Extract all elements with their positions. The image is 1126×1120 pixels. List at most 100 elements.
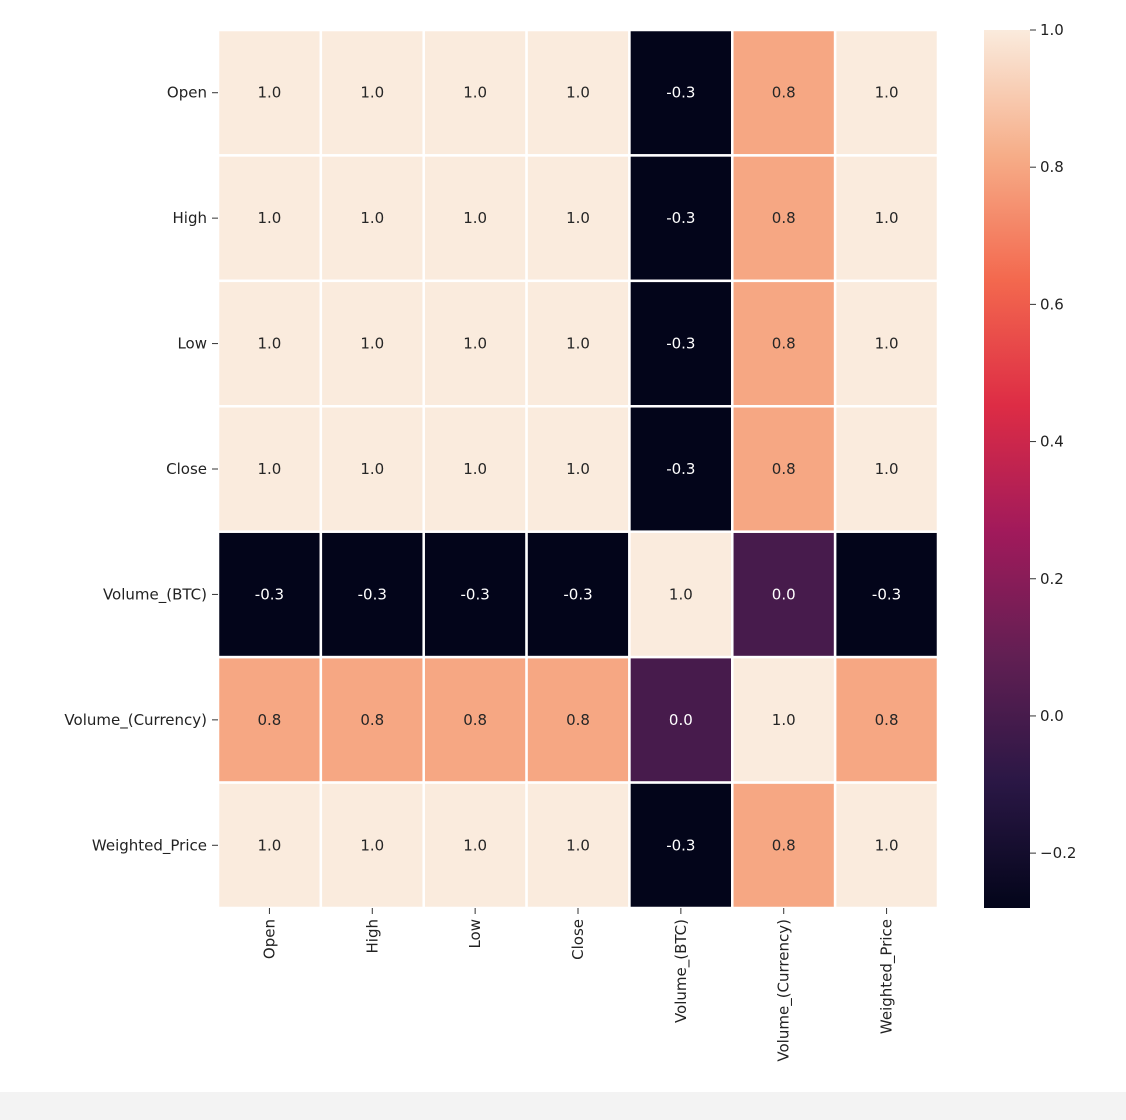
heatmap-cell xyxy=(525,655,631,784)
cell-annotation: 1.0 xyxy=(875,836,899,854)
cell-annotation: 1.0 xyxy=(463,84,487,102)
cell-annotation: 1.0 xyxy=(875,209,899,227)
cell-annotation: 0.0 xyxy=(772,585,796,603)
heatmap-cell xyxy=(833,154,940,283)
cell-annotation: 0.8 xyxy=(360,711,384,729)
heatmap-cell xyxy=(525,279,631,408)
heatmap-cell xyxy=(216,655,323,784)
cell-annotation: 1.0 xyxy=(257,836,281,854)
cell-annotation: -0.3 xyxy=(461,585,490,603)
heatmap-cell xyxy=(422,279,528,408)
heatmap-cell xyxy=(833,279,940,408)
cell-annotation: 0.8 xyxy=(257,711,281,729)
heatmap-cell xyxy=(731,405,837,533)
cell-annotation: 0.8 xyxy=(772,84,796,102)
y-tick-label: Weighted_Price xyxy=(92,836,207,855)
heatmap-cell xyxy=(422,154,528,283)
heatmap-cell xyxy=(216,781,323,910)
heatmap-cell xyxy=(833,781,940,910)
colorbar-tick-label: 0.4 xyxy=(1040,433,1064,451)
x-tick-label: Close xyxy=(569,919,587,960)
cell-annotation: 1.0 xyxy=(463,836,487,854)
y-tick-label: Volume_(Currency) xyxy=(64,711,207,730)
cell-annotation: 1.0 xyxy=(463,460,487,478)
heatmap-cell xyxy=(216,405,323,533)
cell-annotation: 1.0 xyxy=(875,460,899,478)
cell-annotation: -0.3 xyxy=(255,585,284,603)
cell-annotation: 0.8 xyxy=(566,711,590,729)
y-tick-label: Close xyxy=(166,460,207,478)
cell-annotation: 1.0 xyxy=(566,209,590,227)
cell-annotation: 1.0 xyxy=(566,84,590,102)
heatmap-cell xyxy=(422,530,528,659)
x-tick-label: Weighted_Price xyxy=(878,919,897,1034)
cell-annotation: 0.8 xyxy=(875,711,899,729)
bottom-band xyxy=(0,1092,1126,1120)
y-tick-label: Open xyxy=(167,84,207,102)
colorbar-tick-label: 0.2 xyxy=(1040,570,1064,588)
cell-annotation: 1.0 xyxy=(257,460,281,478)
colorbar: 1.0 0.8 0.6 0.4 0.2 0.0 −0.2 xyxy=(984,21,1076,908)
cell-annotation: 1.0 xyxy=(360,335,384,353)
heatmap-cell xyxy=(833,655,940,784)
cell-annotation: 0.8 xyxy=(772,460,796,478)
cell-annotation: 1.0 xyxy=(257,209,281,227)
heatmap-cell xyxy=(319,279,425,408)
cell-annotation: 1.0 xyxy=(875,335,899,353)
colorbar-tick-label: −0.2 xyxy=(1040,844,1076,862)
heatmap-cells xyxy=(216,28,940,910)
cell-annotation: 1.0 xyxy=(360,84,384,102)
heatmap-cell xyxy=(319,28,425,157)
cell-annotation: 1.0 xyxy=(360,209,384,227)
cell-annotation: 1.0 xyxy=(257,335,281,353)
x-tick-label: Volume_(Currency) xyxy=(775,919,794,1062)
cell-annotation: 0.0 xyxy=(669,711,693,729)
cell-annotation: 1.0 xyxy=(360,460,384,478)
cell-annotation: 0.8 xyxy=(463,711,487,729)
heatmap-cell xyxy=(216,530,323,659)
colorbar-bar xyxy=(984,30,1030,908)
cell-annotation: 1.0 xyxy=(566,836,590,854)
cell-annotation: 0.8 xyxy=(772,209,796,227)
cell-annotation: 0.8 xyxy=(772,836,796,854)
y-tick-label: Volume_(BTC) xyxy=(103,585,207,604)
heatmap-cell xyxy=(628,781,734,910)
y-axis: Open High Low Close Volume_(BTC) Volume_(Curr… xyxy=(64,84,218,855)
heatmap-cell xyxy=(422,781,528,910)
cell-annotation: -0.3 xyxy=(563,585,592,603)
cell-annotation: 1.0 xyxy=(463,335,487,353)
heatmap-cell xyxy=(731,279,837,408)
heatmap-cell xyxy=(731,781,837,910)
cell-annotation: -0.3 xyxy=(666,84,695,102)
heatmap-cell xyxy=(628,154,734,283)
heatmap-cell xyxy=(319,405,425,533)
colorbar-tick-label: 0.6 xyxy=(1040,295,1064,313)
cell-annotations: 1.0 1.0 1.0 1.0 -0.3 0.8 1.0 1.0 1.0 1.0 1.0 -0.3 0.… xyxy=(255,84,901,855)
y-tick-label: Low xyxy=(177,335,207,353)
heatmap-cell xyxy=(319,655,425,784)
cell-annotation: -0.3 xyxy=(358,585,387,603)
cell-annotation: 1.0 xyxy=(463,209,487,227)
cell-annotation: 1.0 xyxy=(772,711,796,729)
cell-annotation: 1.0 xyxy=(566,335,590,353)
heatmap-cell xyxy=(525,781,631,910)
x-axis: Open High Low Close Volume_(BTC) Volume_(Curr… xyxy=(260,908,897,1062)
cell-annotation: -0.3 xyxy=(666,836,695,854)
cell-annotation: 1.0 xyxy=(257,84,281,102)
heatmap-cell xyxy=(731,28,837,157)
heatmap-cell xyxy=(833,405,940,533)
x-tick-label: High xyxy=(363,919,381,953)
colorbar-tick-label: 0.0 xyxy=(1040,707,1064,725)
y-tick-label: High xyxy=(173,209,207,227)
heatmap-cell xyxy=(628,655,734,784)
cell-annotation: -0.3 xyxy=(666,209,695,227)
cell-annotation: 1.0 xyxy=(360,836,384,854)
x-tick-label: Low xyxy=(466,919,484,949)
cell-annotation: 1.0 xyxy=(875,84,899,102)
cell-annotation: -0.3 xyxy=(666,460,695,478)
cell-annotation: 0.8 xyxy=(772,335,796,353)
heatmap-cell xyxy=(216,28,323,157)
heatmap-cell xyxy=(628,279,734,408)
x-tick-label: Volume_(BTC) xyxy=(672,919,691,1023)
